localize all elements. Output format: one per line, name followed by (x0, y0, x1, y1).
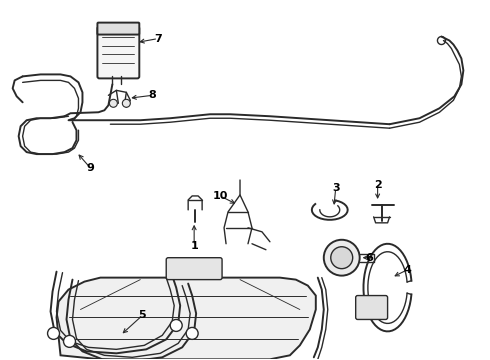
FancyBboxPatch shape (356, 296, 388, 319)
Text: 6: 6 (366, 253, 373, 263)
Text: 4: 4 (404, 265, 412, 275)
Circle shape (122, 99, 130, 107)
Circle shape (331, 247, 353, 269)
FancyBboxPatch shape (98, 27, 139, 78)
Circle shape (48, 328, 59, 339)
Text: 5: 5 (139, 310, 146, 320)
Circle shape (170, 319, 182, 332)
Text: 10: 10 (212, 191, 228, 201)
Polygon shape (56, 278, 316, 359)
FancyBboxPatch shape (166, 258, 222, 280)
Text: 3: 3 (332, 183, 340, 193)
Text: 2: 2 (374, 180, 382, 190)
Text: 7: 7 (154, 33, 162, 44)
Circle shape (186, 328, 198, 339)
FancyBboxPatch shape (98, 23, 139, 35)
Circle shape (324, 240, 360, 276)
Circle shape (64, 336, 75, 347)
Circle shape (109, 99, 118, 107)
Text: 8: 8 (148, 90, 156, 100)
Text: 9: 9 (87, 163, 95, 173)
Text: 1: 1 (190, 241, 198, 251)
